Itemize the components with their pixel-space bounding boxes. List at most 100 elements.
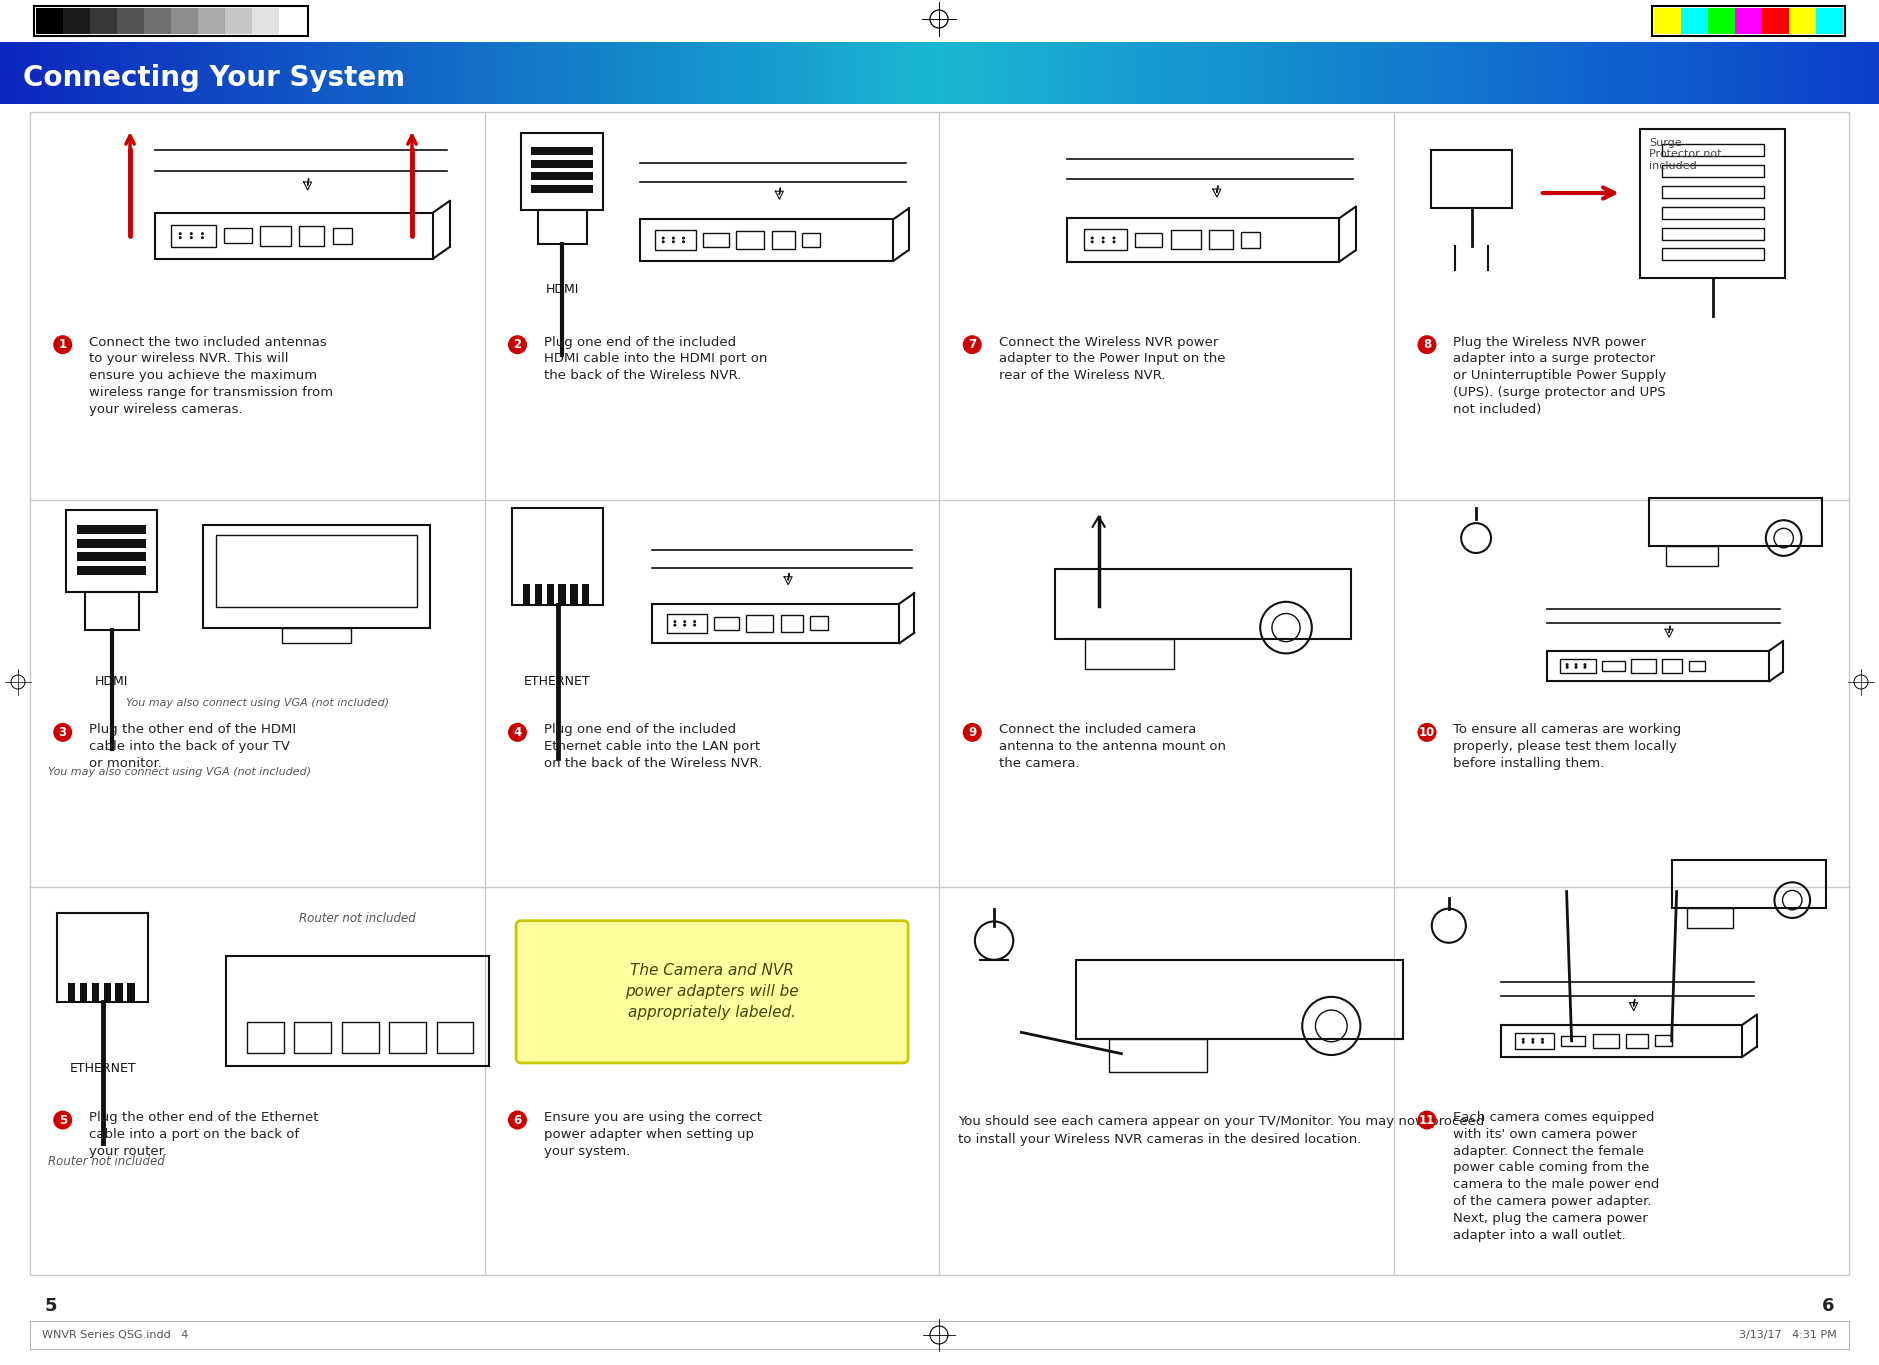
Text: Router not included: Router not included <box>299 912 415 924</box>
Text: Connecting Your System: Connecting Your System <box>23 64 404 91</box>
Circle shape <box>661 240 665 243</box>
Bar <box>940 112 1394 500</box>
Bar <box>1084 229 1127 250</box>
Bar <box>532 160 594 168</box>
Circle shape <box>1522 1040 1524 1044</box>
Bar <box>1593 1033 1620 1048</box>
Circle shape <box>1101 240 1105 243</box>
Bar <box>1661 206 1764 218</box>
Circle shape <box>53 1111 71 1129</box>
Bar <box>667 614 707 633</box>
Bar <box>1627 1033 1648 1048</box>
Text: Connect the Wireless NVR power
adapter to the Power Input on the
rear of the Wir: Connect the Wireless NVR power adapter t… <box>998 336 1225 382</box>
Text: 3: 3 <box>58 726 68 738</box>
Circle shape <box>673 236 675 240</box>
Text: Plug one end of the included
HDMI cable into the HDMI port on
the back of the Wi: Plug one end of the included HDMI cable … <box>543 336 767 382</box>
Bar <box>1661 186 1764 198</box>
Bar <box>1789 8 1815 34</box>
Bar <box>714 617 738 629</box>
Circle shape <box>673 624 676 627</box>
Bar <box>532 147 594 156</box>
Circle shape <box>1417 336 1436 354</box>
Text: 6: 6 <box>1821 1297 1834 1314</box>
Circle shape <box>1584 666 1586 669</box>
Bar <box>1109 1039 1206 1072</box>
Bar <box>737 231 765 248</box>
Circle shape <box>673 240 675 243</box>
Bar <box>1661 248 1764 261</box>
Bar <box>299 225 325 246</box>
Bar <box>532 184 594 192</box>
Bar <box>145 8 171 34</box>
Bar <box>1661 228 1764 239</box>
Text: You may also connect using VGA (not included): You may also connect using VGA (not incl… <box>126 698 389 708</box>
Circle shape <box>1417 1111 1436 1129</box>
Circle shape <box>1090 240 1094 243</box>
Bar <box>1631 659 1655 673</box>
Bar <box>652 603 900 643</box>
Text: Ensure you are using the correct
power adapter when setting up
your system.: Ensure you are using the correct power a… <box>543 1111 761 1158</box>
Circle shape <box>507 336 526 354</box>
Text: 5: 5 <box>45 1297 58 1314</box>
Bar <box>485 887 940 1275</box>
Circle shape <box>190 232 194 235</box>
Bar <box>103 983 111 1002</box>
Bar <box>1242 232 1261 247</box>
Bar <box>225 955 489 1066</box>
Bar <box>66 511 158 592</box>
Bar <box>92 983 100 1002</box>
Circle shape <box>507 1111 526 1129</box>
Bar <box>485 500 940 887</box>
Bar <box>810 617 829 631</box>
Text: 1: 1 <box>58 339 68 351</box>
Bar <box>802 232 819 247</box>
Circle shape <box>1575 663 1578 666</box>
Circle shape <box>507 723 526 741</box>
Circle shape <box>201 236 205 239</box>
Bar <box>582 584 590 605</box>
Bar <box>30 112 1849 1275</box>
Bar <box>1430 150 1513 207</box>
Bar <box>64 8 90 34</box>
Bar <box>569 584 577 605</box>
Bar <box>295 1022 331 1054</box>
Bar <box>522 584 530 605</box>
Text: 10: 10 <box>1419 726 1436 738</box>
Bar <box>1394 887 1849 1275</box>
Bar <box>1067 218 1340 262</box>
Text: Surge
Protector not
included: Surge Protector not included <box>1650 138 1721 171</box>
Bar <box>1763 8 1789 34</box>
Text: HDMI: HDMI <box>545 283 579 296</box>
Bar <box>1687 908 1734 928</box>
Text: ETHERNET: ETHERNET <box>524 674 590 688</box>
Circle shape <box>53 723 71 741</box>
Circle shape <box>179 236 182 239</box>
Text: Plug the other end of the Ethernet
cable into a port on the back of
your router.: Plug the other end of the Ethernet cable… <box>88 1111 319 1158</box>
Bar <box>171 224 216 247</box>
Circle shape <box>1090 236 1094 239</box>
Bar <box>77 565 147 575</box>
Bar <box>30 500 485 887</box>
Circle shape <box>1565 663 1569 666</box>
Circle shape <box>1112 240 1116 243</box>
Bar <box>1135 233 1163 247</box>
Text: HDMI: HDMI <box>96 674 128 688</box>
Text: 4: 4 <box>513 726 522 738</box>
Bar <box>1661 143 1764 156</box>
Circle shape <box>682 236 686 240</box>
Text: Connect the included camera
antenna to the antenna mount on
the camera.: Connect the included camera antenna to t… <box>998 723 1225 770</box>
Circle shape <box>201 232 205 235</box>
Bar <box>940 887 1394 1275</box>
Bar <box>558 584 566 605</box>
Text: Connect the two included antennas
to your wireless NVR. This will
ensure you ach: Connect the two included antennas to you… <box>88 336 333 416</box>
Text: Plug the other end of the HDMI
cable into the back of your TV
or monitor.: Plug the other end of the HDMI cable int… <box>88 723 297 770</box>
Text: Plug the Wireless NVR power
adapter into a surge protector
or Uninterruptible Po: Plug the Wireless NVR power adapter into… <box>1452 336 1667 416</box>
Bar <box>90 8 116 34</box>
Bar <box>1394 500 1849 887</box>
Bar <box>782 614 802 632</box>
Bar <box>261 225 291 246</box>
Bar <box>1655 1035 1672 1047</box>
Bar <box>77 551 147 561</box>
Bar <box>197 8 225 34</box>
Circle shape <box>661 236 665 240</box>
